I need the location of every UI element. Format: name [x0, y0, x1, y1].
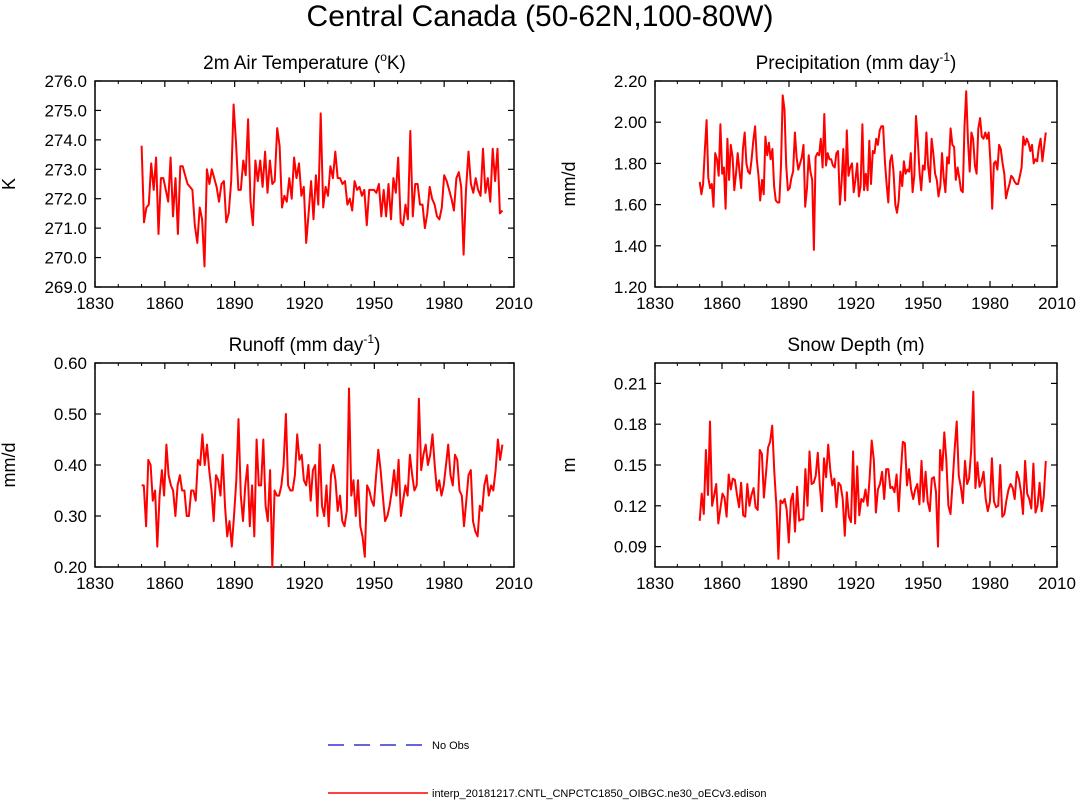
air-temperature-xtick-label: 1860	[146, 294, 184, 313]
snow-depth-title: Snow Depth (m)	[787, 335, 924, 356]
runoff-ytick-label: 0.40	[54, 456, 87, 475]
runoff-title: Runoff (mm day-1)	[229, 332, 381, 356]
air-temperature-series-line	[140, 103, 504, 268]
runoff-xtick-label: 1980	[425, 574, 463, 593]
precipitation-ylabel: mm/d	[559, 162, 579, 207]
panel-runoff: Runoff (mm day-1) mm/d 1830 1860 1890 1920 195…	[0, 332, 533, 593]
precipitation-xtick-label: 1950	[904, 294, 942, 313]
air-temperature-ytick-label: 271.0	[44, 219, 87, 238]
air-temperature-ytick-label: 273.0	[44, 160, 87, 179]
panel-air-temperature: 2m Air Temperature (oK) K 1830 1860 1890 1920…	[0, 50, 533, 313]
runoff-ytick-label: 0.20	[54, 558, 87, 577]
air-temperature-xtick-label: 1920	[286, 294, 324, 313]
snow-depth-ytick-label: 0.09	[614, 538, 647, 557]
air-temperature-xtick-label: 1950	[355, 294, 393, 313]
precipitation-ytick-label: 1.60	[614, 196, 647, 215]
panel-precipitation: Precipitation (mm day-1) mm/d 1830 1860 1890…	[559, 50, 1076, 313]
air-temperature-ytick-label: 274.0	[44, 131, 87, 150]
legend-label-model: interp_20181217.CNTL_CNPCTC1850_OIBGC.ne…	[432, 788, 766, 800]
precipitation-xtick-label: 1860	[703, 294, 741, 313]
snow-depth-xtick-label: 1950	[904, 574, 942, 593]
runoff-ytick-label: 0.50	[54, 405, 87, 424]
snow-depth-xtick-label: 1860	[703, 574, 741, 593]
snow-depth-ytick-label: 0.12	[614, 497, 647, 516]
legend: No Obs interp_20181217.CNTL_CNPCTC1850_O…	[328, 740, 766, 800]
air-temperature-xtick-label: 2010	[495, 294, 533, 313]
snow-depth-ylabel: m	[559, 458, 579, 473]
snow-depth-series-line	[698, 390, 1047, 560]
runoff-xtick-label: 2010	[495, 574, 533, 593]
air-temperature-title: 2m Air Temperature (oK)	[203, 50, 406, 74]
snow-depth-xtick-label: 1920	[837, 574, 875, 593]
precipitation-ytick-label: 1.80	[614, 154, 647, 173]
panel-snow-depth: Snow Depth (m) m 1830 1860 1890 1920 1950 1980 2…	[559, 335, 1076, 593]
snow-depth-xtick-label: 1890	[770, 574, 808, 593]
snow-depth-ytick-label: 0.18	[614, 415, 647, 434]
snow-depth-ytick-label: 0.15	[614, 456, 647, 475]
snow-depth-plot-frame	[654, 362, 1058, 568]
runoff-xtick-label: 1950	[355, 574, 393, 593]
precipitation-title: Precipitation (mm day-1)	[756, 50, 957, 74]
precipitation-xtick-label: 1830	[636, 294, 674, 313]
precipitation-ytick-label: 1.40	[614, 237, 647, 256]
air-temperature-ytick-label: 270.0	[44, 249, 87, 268]
precipitation-ytick-label: 1.20	[614, 278, 647, 297]
runoff-ytick-label: 0.60	[54, 354, 87, 373]
figure-title: Central Canada (50-62N,100-80W)	[306, 0, 774, 33]
runoff-xtick-label: 1920	[286, 574, 324, 593]
air-temperature-ytick-label: 275.0	[44, 101, 87, 120]
runoff-xtick-label: 1830	[76, 574, 114, 593]
snow-depth-ytick-label: 0.21	[614, 374, 647, 393]
runoff-series-line	[141, 387, 504, 568]
precipitation-ytick-label: 2.20	[614, 72, 647, 91]
runoff-ytick-label: 0.30	[54, 507, 87, 526]
legend-label-no-obs: No Obs	[432, 740, 470, 752]
air-temperature-xtick-label: 1890	[216, 294, 254, 313]
snow-depth-xtick-label: 2010	[1038, 574, 1076, 593]
snow-depth-xtick-label: 1980	[971, 574, 1009, 593]
precipitation-xtick-label: 1890	[770, 294, 808, 313]
runoff-xtick-label: 1860	[146, 574, 184, 593]
runoff-ylabel: mm/d	[0, 443, 19, 488]
air-temperature-ytick-label: 272.0	[44, 190, 87, 209]
precipitation-xtick-label: 1920	[837, 294, 875, 313]
air-temperature-ytick-label: 276.0	[44, 72, 87, 91]
precipitation-ytick-label: 2.00	[614, 113, 647, 132]
precipitation-xtick-label: 1980	[971, 294, 1009, 313]
air-temperature-xtick-label: 1980	[425, 294, 463, 313]
air-temperature-xtick-label: 1830	[76, 294, 114, 313]
runoff-xtick-label: 1890	[216, 574, 254, 593]
precipitation-xtick-label: 2010	[1038, 294, 1076, 313]
snow-depth-xtick-label: 1830	[636, 574, 674, 593]
precipitation-plot-frame	[654, 80, 1058, 288]
air-temperature-ytick-label: 269.0	[44, 278, 87, 297]
precipitation-series-line	[698, 90, 1047, 251]
air-temperature-ylabel: K	[0, 178, 19, 190]
